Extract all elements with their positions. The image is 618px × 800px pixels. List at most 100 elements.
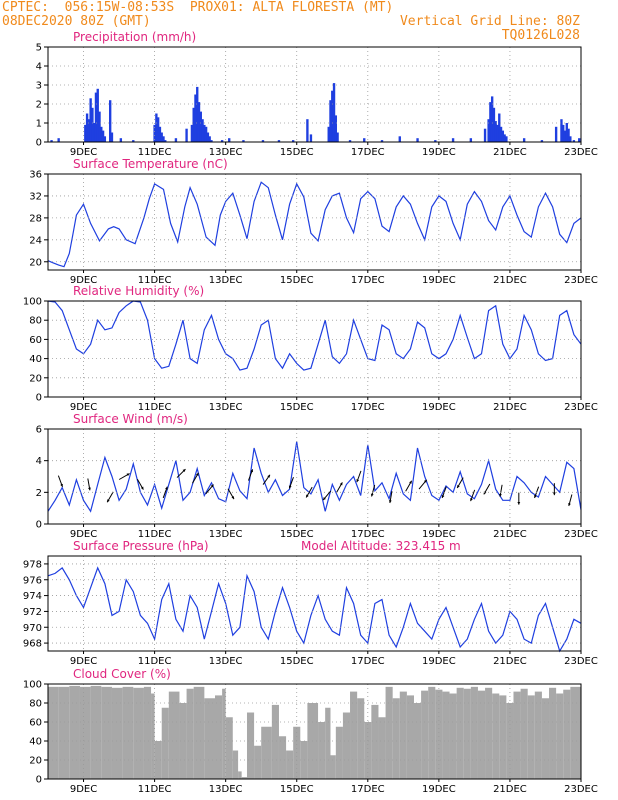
cloud-cover-bar [392,698,400,779]
y-tick-label: 0 [36,393,42,404]
precip-bar [469,138,473,142]
wind-arrow [388,491,393,504]
x-tick-label: 23DEC [564,275,598,286]
cloud-cover-bar [69,685,80,779]
precip-bar [162,136,165,142]
wind-arrow-head [568,503,571,507]
cloud-cover-bar [225,717,233,779]
cloud-cover-bar [463,688,471,779]
y-tick-label: 6 [36,425,42,436]
precip-bar [96,88,99,142]
x-tick-label: 15DEC [280,656,314,667]
wind-arrow-head [370,493,374,497]
x-tick-label: 17DEC [351,656,385,667]
cloud-cover-bar [325,707,331,779]
cloud-cover-bar [413,703,422,779]
cloud-cover-bar [378,717,386,779]
cloud-cover-bar [556,693,564,779]
y-tick-label: 2 [36,488,42,499]
cloud-cover-bar [278,736,287,779]
x-tick-label: 19DEC [422,275,456,286]
precip-bar [208,136,211,142]
precip-bar [569,136,572,142]
x-tick-label: 11DEC [138,402,172,413]
precip-bar [158,126,162,142]
precip-bar [329,100,332,142]
cloud-cover-bar [168,691,180,779]
header-date: 08DEC2020 80Z (GMT) [2,14,151,29]
precip-bar [220,140,224,142]
panel-pres: 968 970 972 974 976 978 9DEC 11DEC 13DEC 15DEC 17D… [23,539,598,667]
wind-arrow [418,479,428,490]
wind-arrow-head [250,469,254,473]
wind-series-line [47,441,582,513]
cloud-cover-bar [477,690,486,779]
x-tick-label: 17DEC [351,784,385,795]
wind-arrow [499,484,503,497]
cloud-cover-bar [371,704,379,779]
cloud-cover-bar [534,691,542,779]
x-tick-label: 11DEC [138,529,172,540]
precip-bar [190,124,194,142]
x-tick-label: 17DEC [351,275,385,286]
y-tick-label: 972 [23,607,42,618]
y-tick-label: 40 [29,354,42,365]
cloud-cover-bar [499,695,507,779]
precip-bar [103,136,107,142]
panel-title: Surface Pressure (hPa) [73,539,209,553]
precip-bar [93,123,96,142]
wind-arrow-head [126,473,130,477]
precip-bar [489,102,492,142]
x-tick-label: 23DEC [564,529,598,540]
precip-bar [567,128,570,142]
wind-arrow-head [499,493,502,497]
precip-bar [185,128,188,142]
precip-bar [487,119,490,142]
panel-title: Relative Humidity (%) [73,284,204,298]
wind-arrow [568,494,573,507]
precip-bar [332,83,336,142]
wind-arrow-head [140,486,144,490]
x-tick-label: 13DEC [209,529,243,540]
precip-bar [192,107,195,142]
cloud-cover-bar [570,686,581,779]
wind-arrow [356,470,362,483]
wind-arrow [335,482,343,494]
cloud-cover-bar [193,686,205,779]
precip-bar [499,126,503,142]
precip-bar [334,115,338,142]
panel-title: Precipitation (mm/h) [73,30,196,44]
precip-bar [210,140,213,142]
wind-arrow-head [288,485,292,489]
x-tick-label: 19DEC [422,656,456,667]
cloud-cover-bar [520,688,528,779]
y-tick-label: 20 [29,257,42,268]
precip-bar [91,107,94,142]
precip-bar [572,140,576,142]
precip-bar [203,124,206,142]
x-tick-label: 9DEC [70,147,97,158]
precip-bar [50,140,53,142]
model-altitude-annotation: Model Altitude: 323.415 m [301,539,461,553]
wind-arrow-head [165,486,168,490]
wind-arrow-head [388,500,392,503]
x-tick-label: 9DEC [70,656,97,667]
x-tick-label: 21DEC [493,529,527,540]
precip-bar [540,140,544,142]
precip-bar [101,130,105,142]
x-tick-label: 9DEC [70,275,97,286]
x-tick-label: 19DEC [422,402,456,413]
precip-bar [228,138,231,142]
wind-arrow-head [534,495,537,498]
precip-bar [483,128,487,142]
panel-temp: 20 24 28 32 36 9DEC 11DEC 13DEC 15DEC 17DEC 19DEC 2… [29,157,598,286]
y-tick-label: 976 [23,575,42,586]
cloud-cover-bar [271,704,279,779]
x-tick-label: 15DEC [280,784,314,795]
wind-arrow-head [210,484,214,488]
panel-rh: 0 20 40 60 80 100 9DEC 11DEC 13DEC 15DEC 17DEC 19DE… [23,284,598,413]
x-tick-label: 21DEC [493,402,527,413]
precip-bar [309,134,313,142]
x-tick-label: 21DEC [493,784,527,795]
